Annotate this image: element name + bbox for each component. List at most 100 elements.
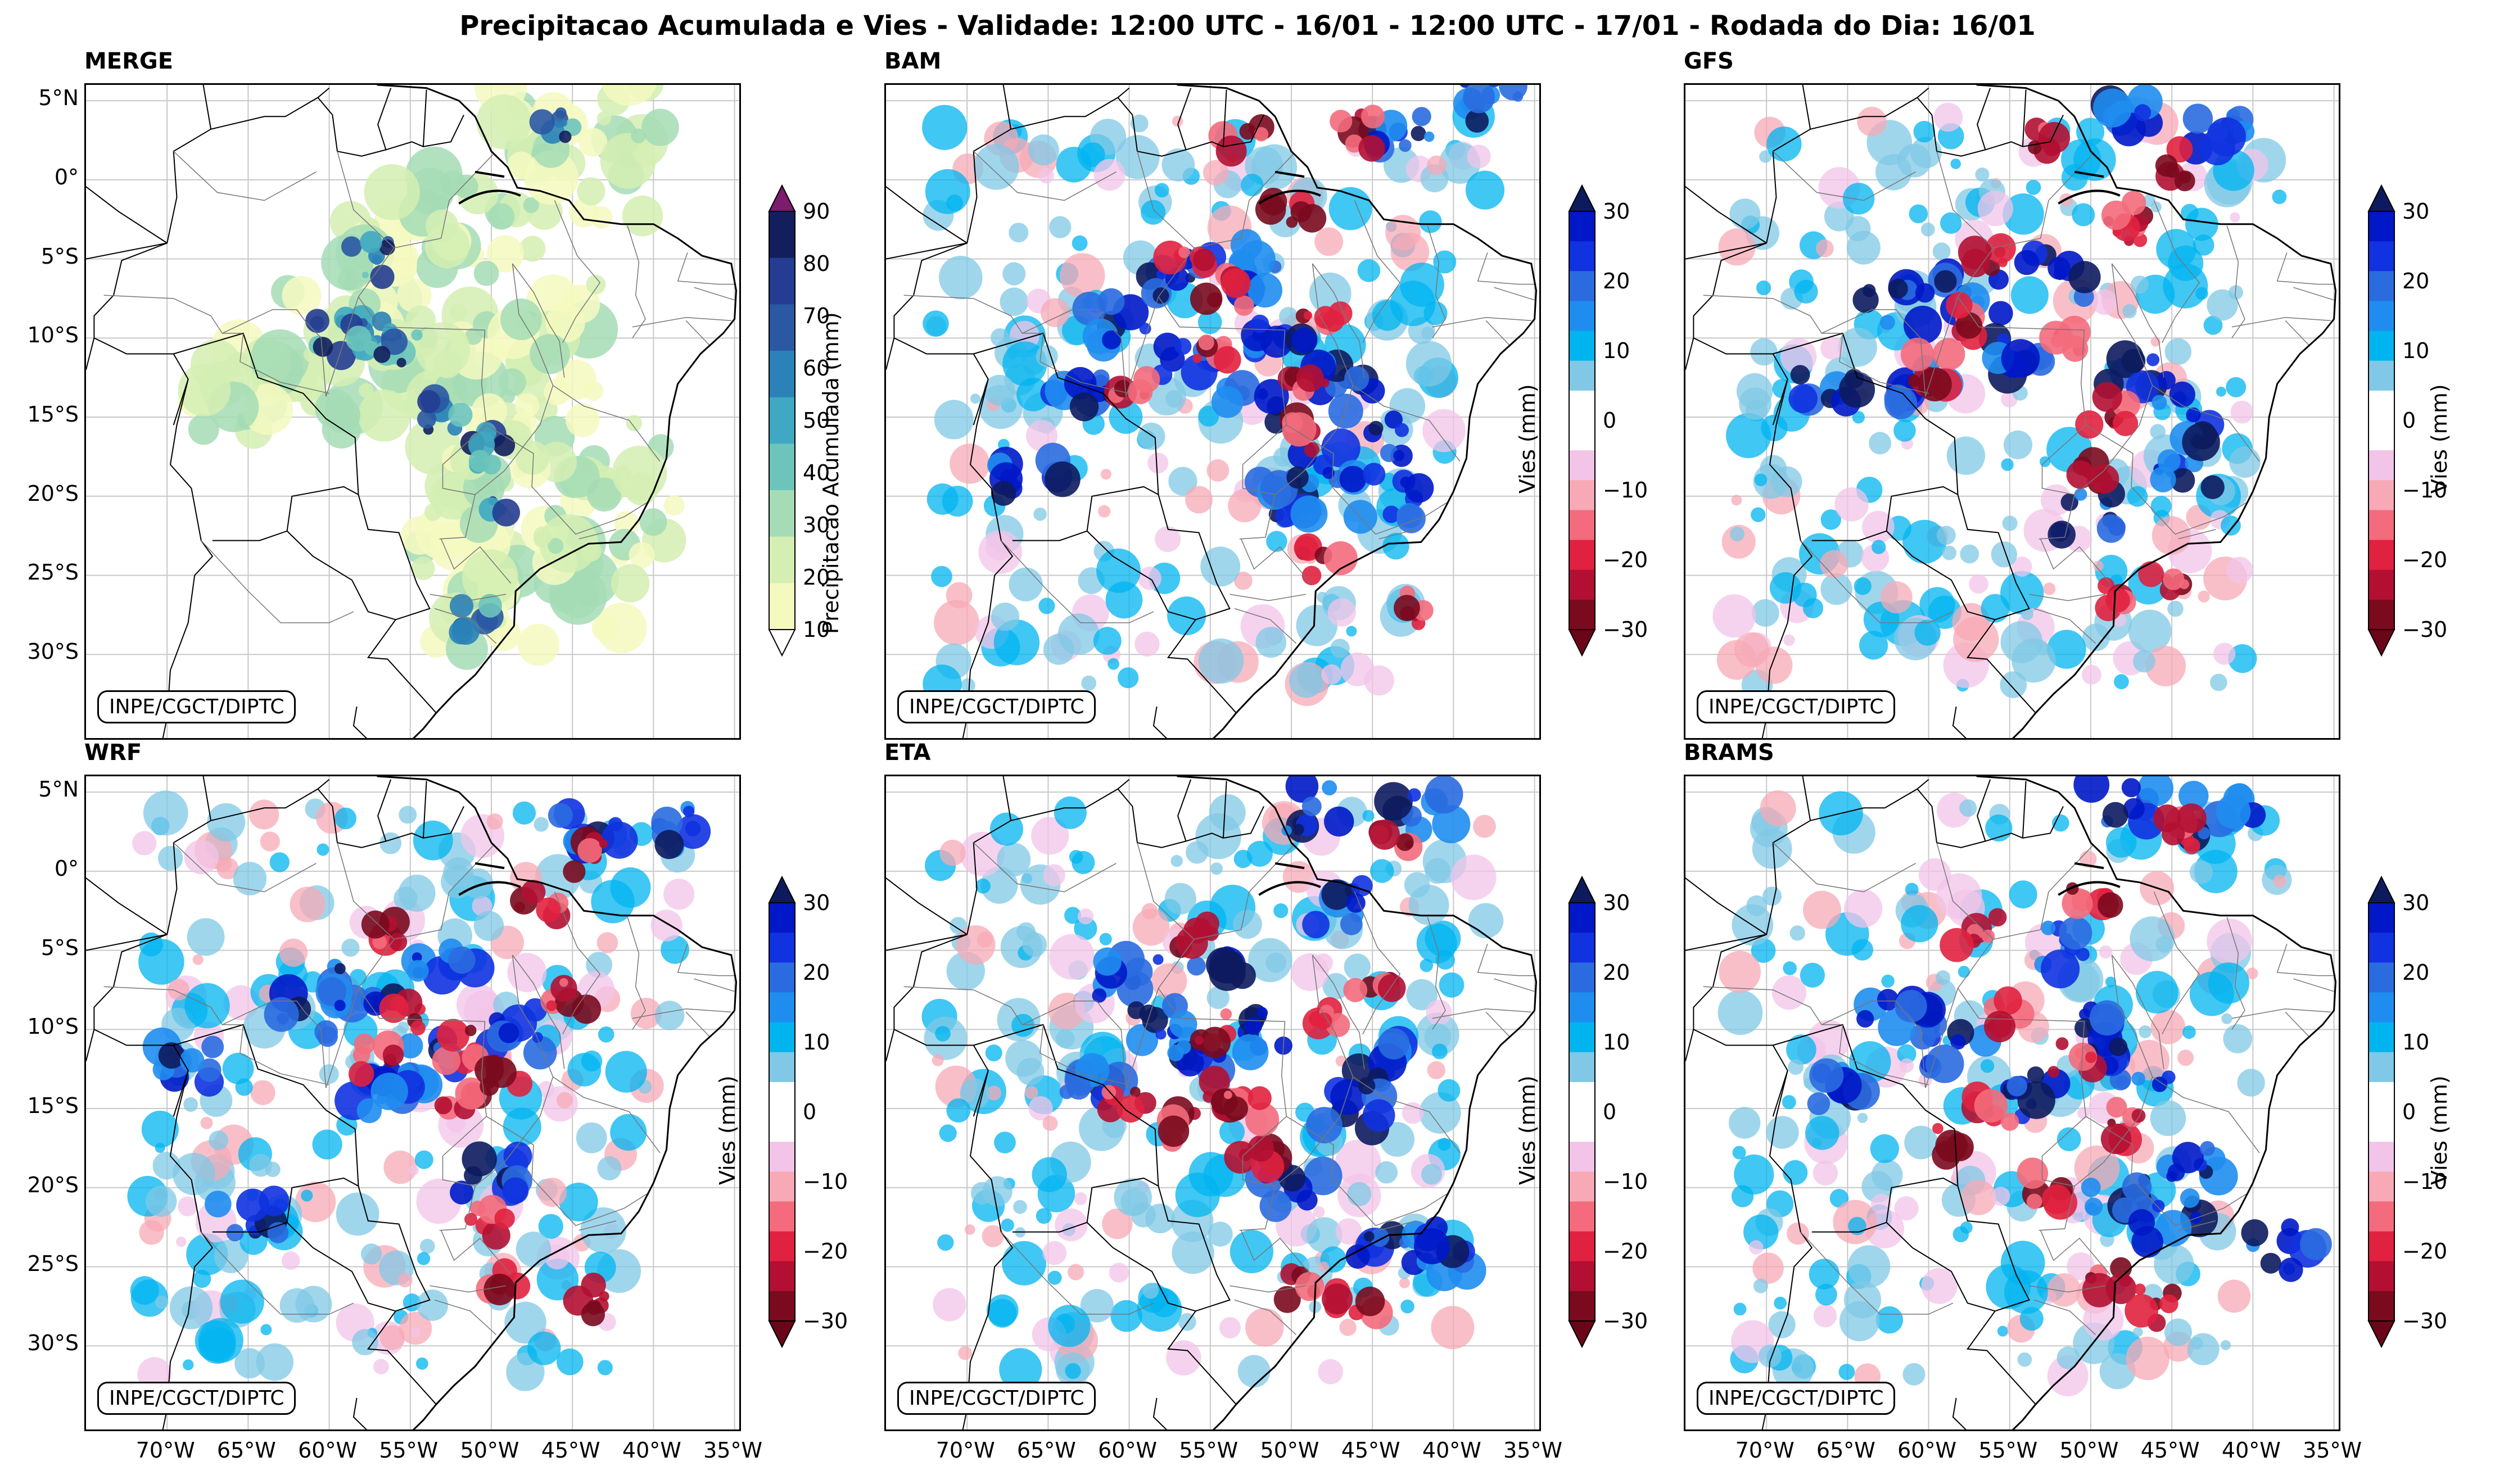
bias-field xyxy=(1425,858,1450,884)
bias-field xyxy=(1279,307,1298,326)
bias-field xyxy=(1861,1171,1893,1203)
bias-field xyxy=(1344,953,1371,980)
extend-max-arrow xyxy=(768,184,796,212)
colorbar-segment xyxy=(769,490,795,537)
bias-field xyxy=(2000,571,2044,615)
country-border xyxy=(93,85,214,738)
country-border xyxy=(212,530,287,541)
colorbar-tick: 30 xyxy=(1603,890,1630,915)
bias-positive xyxy=(1393,450,1405,462)
colorbar-tick: −10 xyxy=(2402,478,2448,503)
country-border xyxy=(1773,332,2036,713)
bias-field xyxy=(1726,413,1771,459)
bias-positive xyxy=(1488,85,1500,88)
precip-blob xyxy=(359,383,374,398)
bias-field xyxy=(939,256,983,300)
country-border xyxy=(886,877,968,935)
bias-field xyxy=(233,862,267,895)
bias-field xyxy=(1306,1217,1343,1253)
bias-field xyxy=(173,1152,215,1196)
state-border xyxy=(973,151,1117,201)
bias-negative xyxy=(1255,194,1286,225)
colorbar-segment xyxy=(769,1082,795,1112)
bias-field xyxy=(556,1092,573,1109)
colorbar-segment xyxy=(769,351,795,398)
bias-field xyxy=(1960,544,1979,564)
bias-negative xyxy=(599,839,608,849)
bias-positive xyxy=(2172,1142,2204,1174)
bias-field xyxy=(1399,1277,1410,1288)
bias-field xyxy=(1175,1172,1220,1218)
extend-min-arrow xyxy=(2367,1320,2395,1348)
bias-field xyxy=(538,1214,563,1239)
bias-field xyxy=(950,917,967,934)
colorbar-segment xyxy=(1569,360,1595,391)
bias-negative xyxy=(1223,1096,1248,1121)
bias-field xyxy=(2012,556,2032,577)
colorbar-tick: 50 xyxy=(803,408,830,433)
precip-core xyxy=(561,120,567,126)
lat-tick-label: 5°N xyxy=(38,85,79,111)
country-border xyxy=(886,338,895,370)
bias-field xyxy=(1758,1344,1782,1368)
bias-field xyxy=(2105,976,2116,988)
colorbar-segment xyxy=(769,444,795,491)
bias-field xyxy=(1210,862,1223,875)
country-border xyxy=(1810,779,1929,821)
bias-field xyxy=(2150,496,2172,517)
colorbar-tick: 10 xyxy=(2402,338,2430,363)
bias-negative xyxy=(1192,354,1202,363)
bias-negative xyxy=(1918,367,1952,401)
state-border xyxy=(1925,845,2093,1088)
bias-positive xyxy=(1174,338,1192,355)
precip-blob xyxy=(519,236,546,262)
bias-positive xyxy=(2014,250,2040,275)
lon-tick-label: 50°W xyxy=(1260,1438,1319,1463)
lat-tick-label: 0° xyxy=(54,164,79,189)
state-border xyxy=(685,1011,711,1038)
colorbar-segment xyxy=(2369,1142,2394,1172)
bias-field xyxy=(1000,287,1029,316)
bias-positive xyxy=(2170,468,2195,493)
bias-field xyxy=(2021,608,2033,621)
bias-field xyxy=(486,813,503,830)
country-border xyxy=(1977,88,1991,150)
bias-field xyxy=(1234,571,1253,590)
bias-field xyxy=(1357,259,1381,282)
bias-field xyxy=(2128,1039,2170,1081)
bias-field xyxy=(2223,1024,2253,1053)
bias-field xyxy=(1862,510,1895,544)
bias-field xyxy=(586,952,612,979)
colorbar-segment xyxy=(2369,569,2394,600)
bias-positive xyxy=(2116,1075,2130,1090)
precip-blob xyxy=(515,441,550,475)
state-border xyxy=(486,1116,648,1227)
country-border xyxy=(973,379,989,426)
bias-field xyxy=(1468,903,1504,939)
state-border xyxy=(1234,608,1297,644)
bias-field xyxy=(950,444,990,484)
colorbar: 90 80 70 60 50 40 30 20 10 xyxy=(768,184,830,657)
bias-field xyxy=(249,1153,273,1177)
bias-positive xyxy=(2200,1141,2215,1156)
bias-field xyxy=(990,812,1023,846)
country-border xyxy=(1773,1024,2036,1405)
panel-title: BAM xyxy=(884,48,942,74)
bias-field xyxy=(1752,1252,1784,1284)
state-border xyxy=(2231,1008,2331,1019)
bias-field xyxy=(2081,664,2101,685)
bias-field xyxy=(964,1224,975,1235)
bias-negative xyxy=(1955,312,1982,339)
bias-negative xyxy=(486,1057,517,1088)
extend-max-arrow xyxy=(1568,184,1596,212)
bias-field xyxy=(1115,135,1160,179)
bias-positive xyxy=(2157,449,2181,473)
bias-field xyxy=(994,1132,1016,1153)
bias-negative xyxy=(2090,464,2119,494)
bias-field xyxy=(1166,1340,1201,1376)
bias-negative xyxy=(1295,1272,1325,1301)
bias-positive xyxy=(1362,463,1386,486)
bias-field xyxy=(1362,809,1375,822)
lat-tick-label: 10°S xyxy=(27,1014,79,1039)
bias-field xyxy=(1405,341,1452,387)
